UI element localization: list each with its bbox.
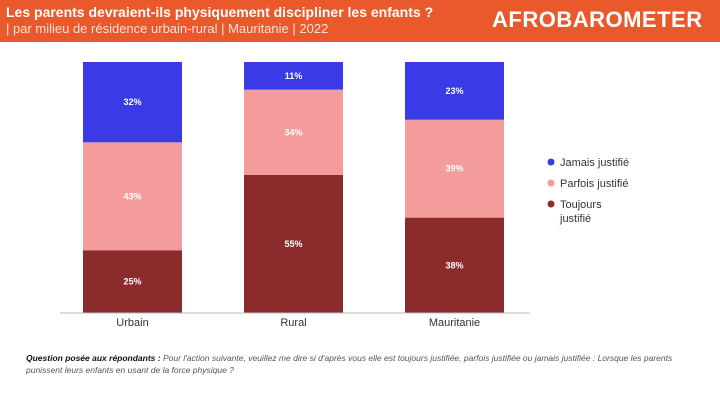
- legend-label: Toujours: [560, 199, 602, 211]
- chart-title: Les parents devraient-ils physiquement d…: [6, 4, 434, 20]
- data-label: 55%: [284, 239, 302, 249]
- bar-segment: [83, 62, 182, 143]
- data-label: 43%: [123, 191, 141, 201]
- afrobarometer-logo: AFROBAROMETER: [492, 7, 703, 32]
- bar-segment: [405, 119, 504, 218]
- bar-segment: [244, 89, 343, 175]
- chart-subtitle: | par milieu de résidence urbain-rural |…: [6, 21, 329, 36]
- legend-marker: [547, 179, 555, 187]
- bar-segment: [244, 174, 343, 313]
- bar-segment: [405, 62, 504, 120]
- x-tick-label: Urbain: [116, 317, 148, 329]
- note-label: Question posée aux répondants :: [26, 353, 161, 363]
- legend-marker: [547, 200, 555, 208]
- data-label: 39%: [445, 164, 463, 174]
- data-label: 11%: [285, 71, 303, 81]
- bar-segment: [83, 250, 182, 313]
- data-label: 23%: [445, 86, 463, 96]
- bar-segment: [405, 217, 504, 313]
- data-label: 25%: [123, 277, 141, 287]
- bar-segment: [244, 62, 343, 90]
- x-tick-label: Mauritanie: [429, 317, 480, 329]
- x-tick-label: Rural: [280, 317, 306, 329]
- legend-label: Parfois justifié: [560, 178, 628, 190]
- data-label: 32%: [123, 97, 141, 107]
- legend-label-cont: justifié: [559, 213, 591, 225]
- header-bar: Les parents devraient-ils physiquement d…: [0, 0, 720, 42]
- bar-segment: [83, 142, 182, 251]
- legend-marker: [547, 158, 555, 166]
- note-text: Pour l'action suivante, veuillez me dire…: [26, 353, 673, 375]
- data-label: 38%: [445, 260, 463, 270]
- data-label: 34%: [284, 127, 302, 137]
- legend-label: Jamais justifié: [560, 157, 629, 169]
- question-note: Question posée aux répondants : Pour l'a…: [26, 352, 686, 376]
